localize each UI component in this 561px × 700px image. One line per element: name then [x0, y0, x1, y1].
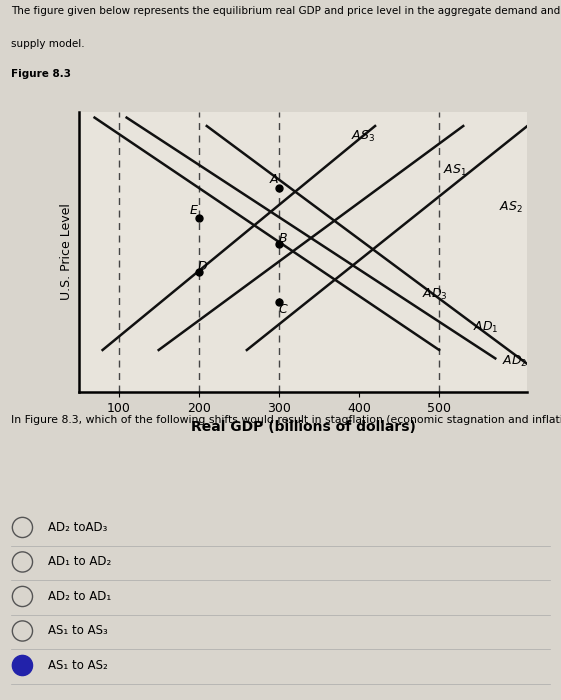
Y-axis label: U.S. Price Level: U.S. Price Level: [60, 204, 73, 300]
Text: E: E: [190, 204, 198, 217]
Ellipse shape: [12, 655, 33, 676]
Text: $AD_3$: $AD_3$: [421, 286, 447, 302]
Text: In Figure 8.3, which of the following shifts would result in stagflation (econom: In Figure 8.3, which of the following sh…: [11, 415, 561, 425]
Text: supply model.: supply model.: [11, 39, 85, 49]
Text: $AS_3$: $AS_3$: [351, 129, 375, 144]
Text: B: B: [279, 232, 287, 244]
Text: $AS_2$: $AS_2$: [499, 199, 523, 215]
X-axis label: Real GDP (billions of dollars): Real GDP (billions of dollars): [191, 420, 415, 434]
Text: $AS_1$: $AS_1$: [443, 162, 467, 178]
Text: AD₁ to AD₂: AD₁ to AD₂: [48, 556, 111, 568]
Text: D: D: [198, 260, 208, 272]
Text: AS₁ to AS₃: AS₁ to AS₃: [48, 624, 108, 638]
Text: AD₂ toAD₃: AD₂ toAD₃: [48, 521, 107, 534]
Text: $AD_2$: $AD_2$: [502, 354, 527, 369]
Text: Figure 8.3: Figure 8.3: [11, 69, 71, 79]
Text: AD₂ to AD₁: AD₂ to AD₁: [48, 590, 111, 603]
Text: The figure given below represents the equilibrium real GDP and price level in th: The figure given below represents the eq…: [11, 6, 561, 15]
Text: $AD_1$: $AD_1$: [473, 320, 498, 335]
Text: AS₁ to AS₂: AS₁ to AS₂: [48, 659, 108, 672]
Text: C: C: [278, 303, 287, 316]
Text: A: A: [270, 174, 278, 186]
